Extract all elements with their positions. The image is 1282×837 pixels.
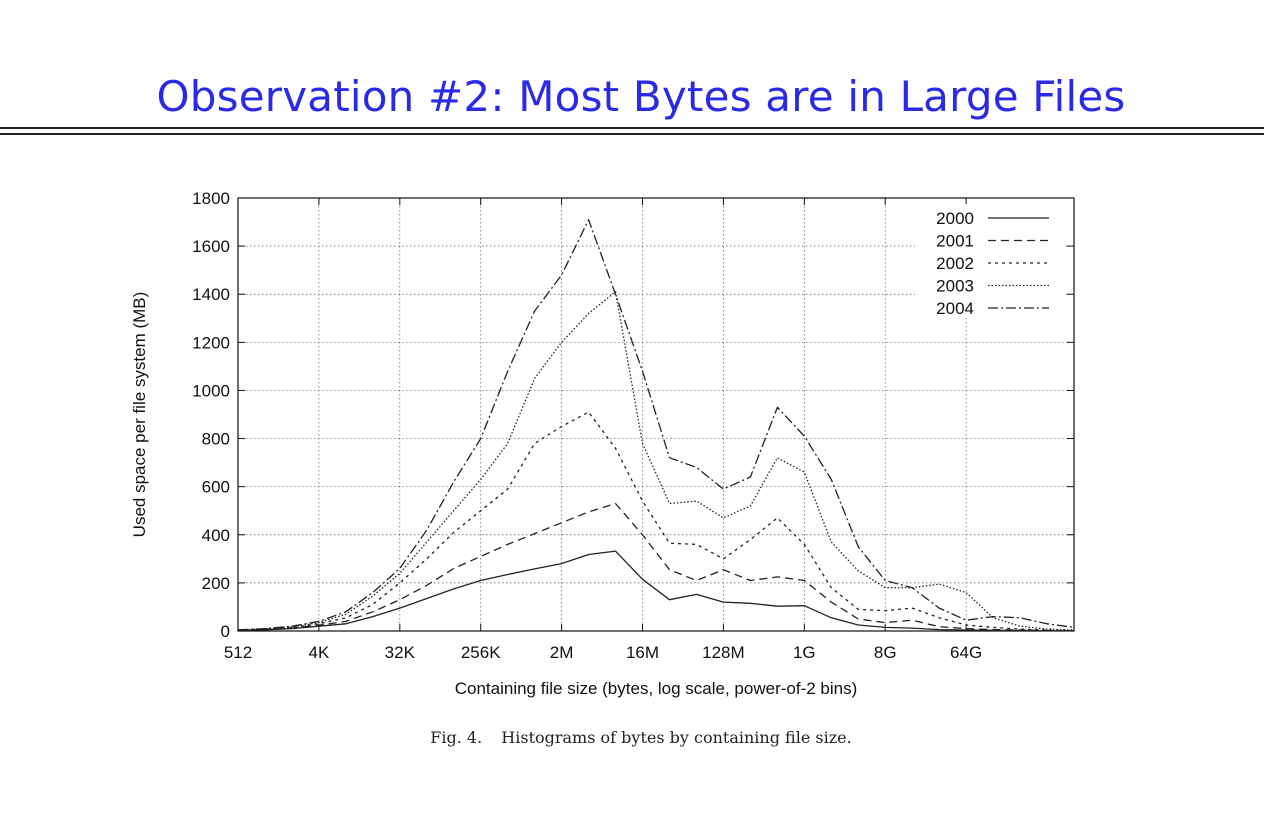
chart-ticks: 0 200 400 600 800 1000 1200 1400 1600 1800 512 4K 32… bbox=[192, 189, 1074, 662]
x-tick-label: 8G bbox=[874, 643, 897, 662]
y-tick-label: 1800 bbox=[192, 189, 230, 208]
x-tick-label: 16M bbox=[626, 643, 659, 662]
chart-legend: 2000 2001 2002 2003 2004 bbox=[915, 204, 1065, 318]
y-tick-label: 1000 bbox=[192, 381, 230, 400]
legend-label: 2000 bbox=[936, 209, 974, 228]
legend-background bbox=[915, 204, 1065, 316]
figure-caption-text: Histograms of bytes by containing file s… bbox=[501, 728, 852, 747]
figure-number: Fig. 4. bbox=[430, 728, 483, 747]
chart-series bbox=[237, 219, 1075, 632]
slide-title: Observation #2: Most Bytes are in Large … bbox=[156, 72, 1126, 121]
x-tick-label: 2M bbox=[550, 643, 574, 662]
series-line-2004 bbox=[237, 219, 1075, 631]
series-line-2000 bbox=[237, 550, 1074, 632]
legend-label: 2004 bbox=[936, 299, 974, 318]
series-line-2001 bbox=[237, 502, 1075, 632]
legend-label: 2001 bbox=[936, 232, 974, 251]
y-axis-label: Used space per file system (MB) bbox=[130, 292, 149, 538]
y-tick-label: 600 bbox=[202, 478, 230, 497]
y-tick-label: 0 bbox=[221, 622, 230, 641]
line-chart: 0 200 400 600 800 1000 1200 1400 1600 1800 512 4K 32… bbox=[130, 189, 1075, 698]
y-tick-label: 400 bbox=[202, 526, 230, 545]
plot-frame bbox=[237, 197, 1075, 632]
title-divider-top bbox=[0, 127, 1264, 129]
y-tick-label: 1200 bbox=[192, 333, 230, 352]
x-tick-label: 4K bbox=[309, 643, 330, 662]
series-line-2002 bbox=[237, 411, 1075, 632]
y-tick-label: 1600 bbox=[192, 237, 230, 256]
x-axis-label: Containing file size (bytes, log scale, … bbox=[455, 679, 858, 698]
x-tick-label: 128M bbox=[702, 643, 745, 662]
title-divider-bottom bbox=[0, 133, 1264, 135]
figure-caption: Fig. 4. Histograms of bytes by containin… bbox=[0, 728, 1282, 747]
y-tick-label: 1400 bbox=[192, 285, 230, 304]
y-tick-label: 800 bbox=[202, 430, 230, 449]
series-line-2003 bbox=[237, 291, 1075, 631]
x-tick-label: 1G bbox=[793, 643, 816, 662]
x-tick-label: 512 bbox=[224, 643, 252, 662]
legend-label: 2002 bbox=[936, 254, 974, 273]
x-tick-label: 64G bbox=[950, 643, 982, 662]
y-tick-label: 200 bbox=[202, 574, 230, 593]
legend-label: 2003 bbox=[936, 277, 974, 296]
x-tick-label: 256K bbox=[461, 643, 501, 662]
x-tick-label: 32K bbox=[385, 643, 416, 662]
